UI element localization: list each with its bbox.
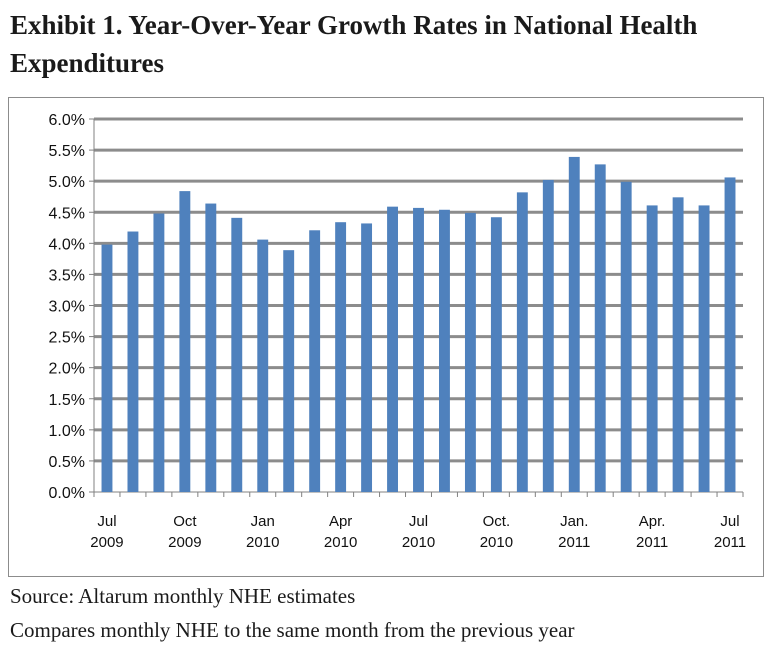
y-tick-label: 0.0%: [49, 485, 85, 502]
bar: [361, 223, 373, 492]
bar: [698, 205, 710, 492]
x-tick-label-month: Apr: [329, 513, 352, 530]
x-tick-label-year: 2009: [90, 534, 123, 551]
bar: [127, 231, 139, 492]
bar: [464, 212, 476, 492]
x-tick-label-month: Jul: [720, 513, 739, 530]
x-tick-label-month: Jul: [97, 513, 116, 530]
bar: [594, 164, 606, 493]
bar: [179, 191, 191, 492]
bar: [724, 177, 736, 492]
bar-chart: 0.0% 0.5% 1.0% 1.5% 2.0% 2.5% 3.0% 3.5% 4.0% 4.5%…: [49, 112, 747, 551]
source-note: Source: Altarum monthly NHE estimates: [10, 584, 356, 608]
bar: [283, 250, 295, 492]
chart-frame: 0.0% 0.5% 1.0% 1.5% 2.0% 2.5% 3.0% 3.5% 4.0% 4.5%…: [8, 97, 764, 577]
chart-title: Exhibit 1. Year-Over-Year Growth Rates i…: [10, 10, 698, 78]
y-tick-label: 4.5%: [49, 205, 85, 222]
bar: [309, 230, 321, 493]
x-tick-label-month: Oct: [173, 513, 197, 530]
bar: [439, 209, 450, 492]
bar: [153, 213, 165, 492]
y-tick-label: 3.0%: [49, 299, 85, 316]
bar: [387, 206, 398, 492]
bar: [205, 203, 217, 492]
bar: [672, 197, 684, 492]
x-tick-label-month: Jul: [409, 513, 428, 530]
x-tick-label-year: 2010: [402, 534, 435, 551]
x-tick-label-year: 2011: [714, 534, 746, 551]
bar: [542, 179, 554, 492]
bar: [646, 205, 658, 492]
bar: [101, 244, 113, 492]
bar: [257, 239, 269, 492]
y-tick-label: 2.5%: [49, 330, 85, 347]
y-tick-label: 4.0%: [49, 236, 85, 253]
x-tick-label-month: Jan.: [560, 513, 588, 530]
y-tick-label: 3.5%: [49, 267, 85, 284]
bar: [620, 181, 632, 492]
x-tick-label-month: Oct.: [483, 513, 511, 530]
method-note: Compares monthly NHE to the same month f…: [10, 618, 575, 642]
x-tick-label-year: 2009: [168, 534, 201, 551]
x-tick-label-year: 2010: [480, 534, 513, 551]
y-tick-label: 0.5%: [49, 454, 85, 471]
x-tick-label-year: 2010: [324, 534, 357, 551]
x-tick-label-year: 2011: [636, 534, 668, 551]
x-tick-label-month: Jan: [251, 513, 275, 530]
bar: [490, 217, 502, 492]
x-tick-label-month: Apr.: [639, 513, 666, 530]
x-tick-label-year: 2010: [246, 534, 279, 551]
y-tick-label: 6.0%: [49, 112, 85, 129]
bar: [568, 156, 580, 492]
bar: [231, 217, 243, 492]
bar: [335, 222, 347, 492]
y-tick-label: 1.5%: [49, 392, 85, 409]
x-tick-label-year: 2011: [558, 534, 590, 551]
y-tick-label: 5.5%: [49, 143, 85, 160]
bar: [516, 192, 528, 492]
bar: [413, 207, 424, 493]
y-tick-label: 1.0%: [49, 423, 85, 440]
y-tick-label: 5.0%: [49, 174, 85, 191]
y-tick-label: 2.0%: [49, 361, 85, 378]
